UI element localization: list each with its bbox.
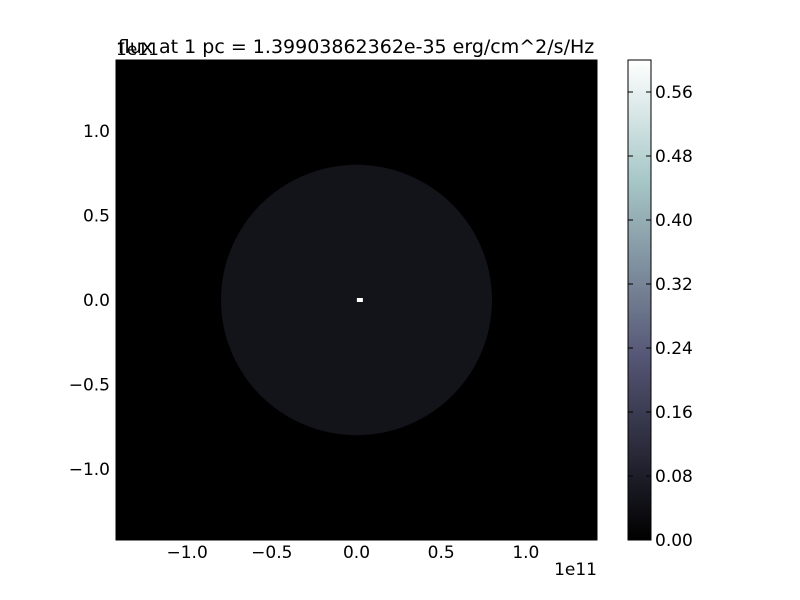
- x-tick-label: −1.0: [166, 543, 207, 563]
- heatmap-layer: [221, 164, 492, 436]
- x-tick-label: 0.5: [428, 543, 455, 563]
- x-axis-ticks: −1.0 −0.5 0.0 0.5 1.0: [166, 60, 539, 563]
- colorbar-tick-label: 0.56: [655, 83, 693, 103]
- colorbar-tick-label: 0.40: [655, 211, 693, 231]
- colorbar: 0.56 0.48 0.40 0.32 0.24 0.16 0.08 0.00: [627, 59, 693, 551]
- y-offset-text: 1e11: [116, 40, 159, 60]
- x-offset-text: 1e11: [554, 560, 597, 580]
- y-tick-label: 0.5: [83, 206, 110, 226]
- flux-peak: [356, 298, 363, 302]
- y-tick-label: −1.0: [69, 460, 110, 480]
- plot-area: −1.0 −0.5 0.0 0.5 1.0 1.0 0.5 0.0 −0.5 −1.0: [69, 59, 598, 563]
- flux-disk: [221, 164, 492, 436]
- chart-title: flux at 1 pc = 1.39903862362e-35 erg/cm^…: [118, 36, 595, 58]
- colorbar-tick-label: 0.16: [655, 403, 693, 423]
- x-tick-label: 0.0: [343, 543, 370, 563]
- x-tick-label: 1.0: [512, 543, 539, 563]
- colorbar-ticks: 0.56 0.48 0.40 0.32 0.24 0.16 0.08 0.00: [628, 83, 693, 551]
- colorbar-tick-label: 0.00: [655, 531, 693, 551]
- x-tick-label: −0.5: [251, 543, 292, 563]
- colorbar-tick-label: 0.48: [655, 147, 693, 167]
- y-tick-label: 1.0: [83, 122, 110, 142]
- y-tick-label: 0.0: [83, 291, 110, 311]
- y-axis-ticks: 1.0 0.5 0.0 −0.5 −1.0: [69, 122, 597, 480]
- colorbar-tick-label: 0.08: [655, 467, 693, 487]
- colorbar-tick-label: 0.24: [655, 339, 693, 359]
- colorbar-gradient: [627, 59, 652, 541]
- colorbar-tick-label: 0.32: [655, 275, 693, 295]
- y-tick-label: −0.5: [69, 376, 110, 396]
